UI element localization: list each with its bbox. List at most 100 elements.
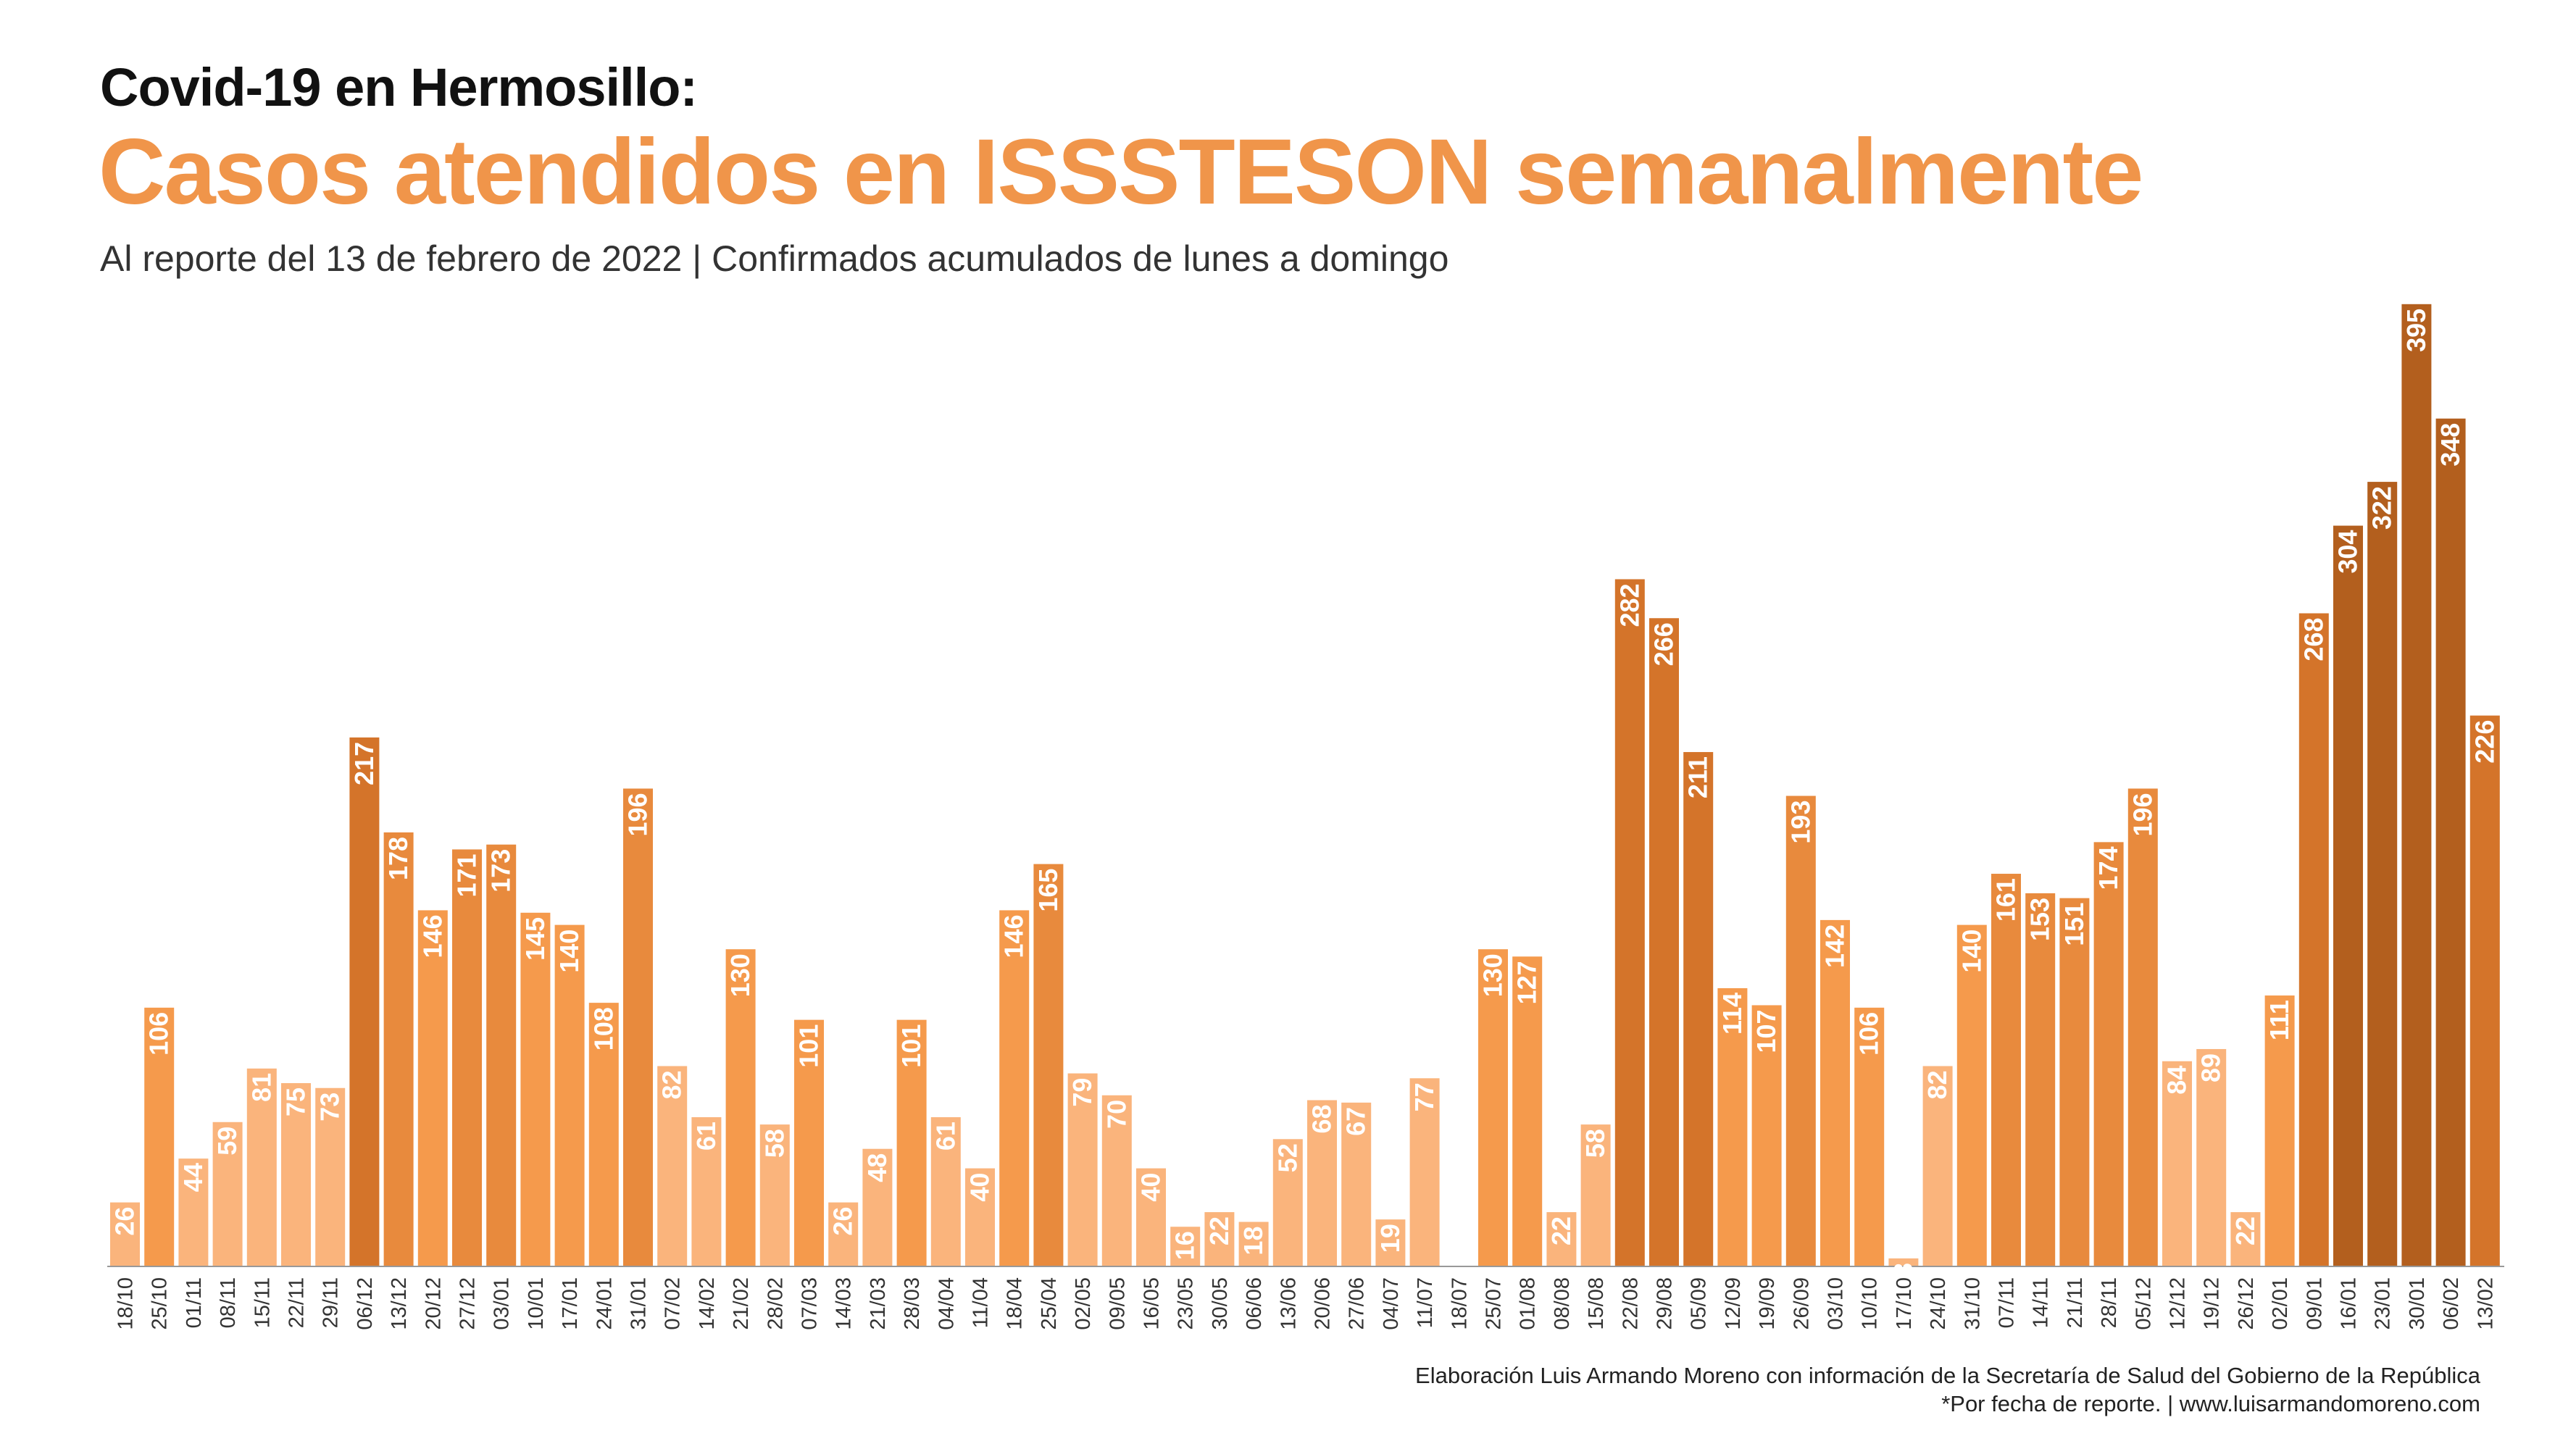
bar [1101, 1095, 1132, 1266]
bar [2333, 525, 2363, 1266]
bar-value-label: 89 [2196, 1053, 2226, 1082]
x-tick-label: 28/11 [2098, 1277, 2121, 1328]
x-tick-label: 04/07 [1380, 1277, 1403, 1330]
x-tick-label: 08/11 [217, 1277, 240, 1328]
bar-value-label: 106 [1854, 1012, 1884, 1056]
bar-value-label: 19 [1375, 1224, 1405, 1253]
bar-value-label: 75 [281, 1087, 311, 1116]
x-tick-label: 21/02 [730, 1277, 753, 1330]
bar-value-label: 79 [1067, 1078, 1097, 1107]
bar-value-label: 106 [144, 1012, 174, 1056]
bar [2162, 1061, 2192, 1266]
x-tick-label: 16/01 [2338, 1277, 2361, 1330]
x-tick-label: 12/12 [2167, 1277, 2190, 1330]
bar [1991, 874, 2021, 1266]
bar-value-label: 52 [1272, 1143, 1302, 1172]
bar-value-label: 151 [2059, 903, 2089, 946]
x-tick-label: 17/01 [559, 1277, 582, 1330]
x-tick-label: 20/12 [422, 1277, 445, 1330]
bar-value-label: 3 [1888, 1263, 1918, 1277]
bar-value-label: 82 [1922, 1070, 1952, 1099]
bar-value-label: 161 [1991, 878, 2021, 922]
bar-value-label: 73 [315, 1093, 345, 1122]
bar [623, 788, 653, 1266]
bar [417, 910, 448, 1266]
x-tick-label: 11/04 [970, 1277, 993, 1328]
bar [1546, 1212, 1577, 1266]
bar [1341, 1102, 1372, 1266]
bar-value-label: 114 [1717, 993, 1747, 1035]
bar [144, 1007, 175, 1266]
bar [1820, 919, 1850, 1266]
x-tick-label: 14/03 [833, 1277, 856, 1330]
bar [965, 1168, 995, 1266]
bar [452, 849, 482, 1266]
bar [1512, 956, 1543, 1266]
bar-value-label: 282 [1614, 583, 1644, 627]
x-tick-label: 08/08 [1551, 1277, 1574, 1330]
bar [486, 844, 517, 1266]
bar [2127, 788, 2158, 1266]
bar-value-label: 101 [794, 1024, 824, 1068]
bar-value-label: 77 [1409, 1082, 1439, 1111]
x-tick-label: 02/01 [2269, 1277, 2292, 1330]
bar-value-label: 40 [965, 1173, 995, 1202]
bar [657, 1066, 688, 1266]
bar [1307, 1100, 1337, 1266]
x-tick-label: 22/11 [285, 1277, 309, 1328]
bar-value-label: 140 [1956, 930, 1986, 973]
bar-value-label: 82 [657, 1070, 687, 1099]
x-tick-label: 18/07 [1448, 1277, 1471, 1330]
bar-value-label: 211 [1683, 756, 1713, 798]
x-tick-label: 05/12 [2132, 1277, 2155, 1330]
credit-line-1: Elaboración Luis Armando Moreno con info… [1415, 1363, 2480, 1388]
bar-value-label: 26 [828, 1207, 858, 1236]
bar [896, 1019, 927, 1266]
bar-value-label: 61 [930, 1122, 960, 1151]
bar [828, 1202, 859, 1266]
bar-value-label: 153 [2025, 898, 2055, 941]
x-tick-label: 28/02 [764, 1277, 787, 1330]
bar-value-label: 348 [2435, 423, 2465, 467]
x-tick-label: 06/12 [354, 1277, 377, 1330]
bar-value-label: 226 [2469, 720, 2499, 764]
bar [1956, 924, 1987, 1266]
x-tick-label: 06/06 [1243, 1277, 1266, 1330]
chart-subtitle: Al reporte del 13 de febrero de 2022 | C… [100, 238, 1449, 279]
x-tick-label: 13/06 [1277, 1277, 1300, 1330]
x-tick-label: 31/10 [1961, 1277, 1984, 1330]
credit-line-2: *Por fecha de reporte. | www.luisarmando… [1941, 1390, 2480, 1416]
bar [999, 910, 1030, 1266]
x-tick-label: 12/09 [1722, 1277, 1745, 1330]
x-tick-label: 19/12 [2201, 1277, 2224, 1330]
x-tick-label: 30/05 [1209, 1277, 1232, 1330]
bar [2196, 1048, 2227, 1266]
x-tick-label: 21/11 [2064, 1277, 2087, 1328]
bar-value-label: 142 [1820, 924, 1850, 968]
x-tick-label: 31/01 [628, 1277, 651, 1330]
bar [1683, 752, 1714, 1266]
bar-value-label: 84 [2162, 1066, 2192, 1095]
x-tick-label: 25/07 [1483, 1277, 1506, 1330]
bar-value-label: 146 [417, 914, 447, 958]
bar-value-label: 196 [2127, 793, 2157, 836]
bar-value-label: 395 [2401, 309, 2431, 352]
bar [1204, 1212, 1235, 1266]
bar [212, 1122, 243, 1266]
bar [520, 912, 551, 1266]
x-tick-label: 30/01 [2406, 1277, 2429, 1330]
bar-value-label: 111 [2264, 1000, 2294, 1040]
bar-value-label: 70 [1101, 1100, 1131, 1129]
bar [2401, 304, 2432, 1266]
x-tick-label: 23/01 [2372, 1277, 2395, 1330]
bar-value-label: 68 [1307, 1105, 1337, 1134]
bar-value-label: 165 [1033, 869, 1063, 912]
bar [862, 1148, 893, 1266]
bar-value-label: 48 [862, 1153, 892, 1182]
bar-value-label: 173 [486, 849, 516, 893]
x-tick-label: 09/05 [1106, 1277, 1129, 1330]
bar-value-label: 268 [2298, 618, 2328, 661]
chart-title: Covid-19 en Hermosillo: [100, 57, 698, 117]
bar [1375, 1219, 1406, 1266]
bar [2025, 893, 2056, 1266]
